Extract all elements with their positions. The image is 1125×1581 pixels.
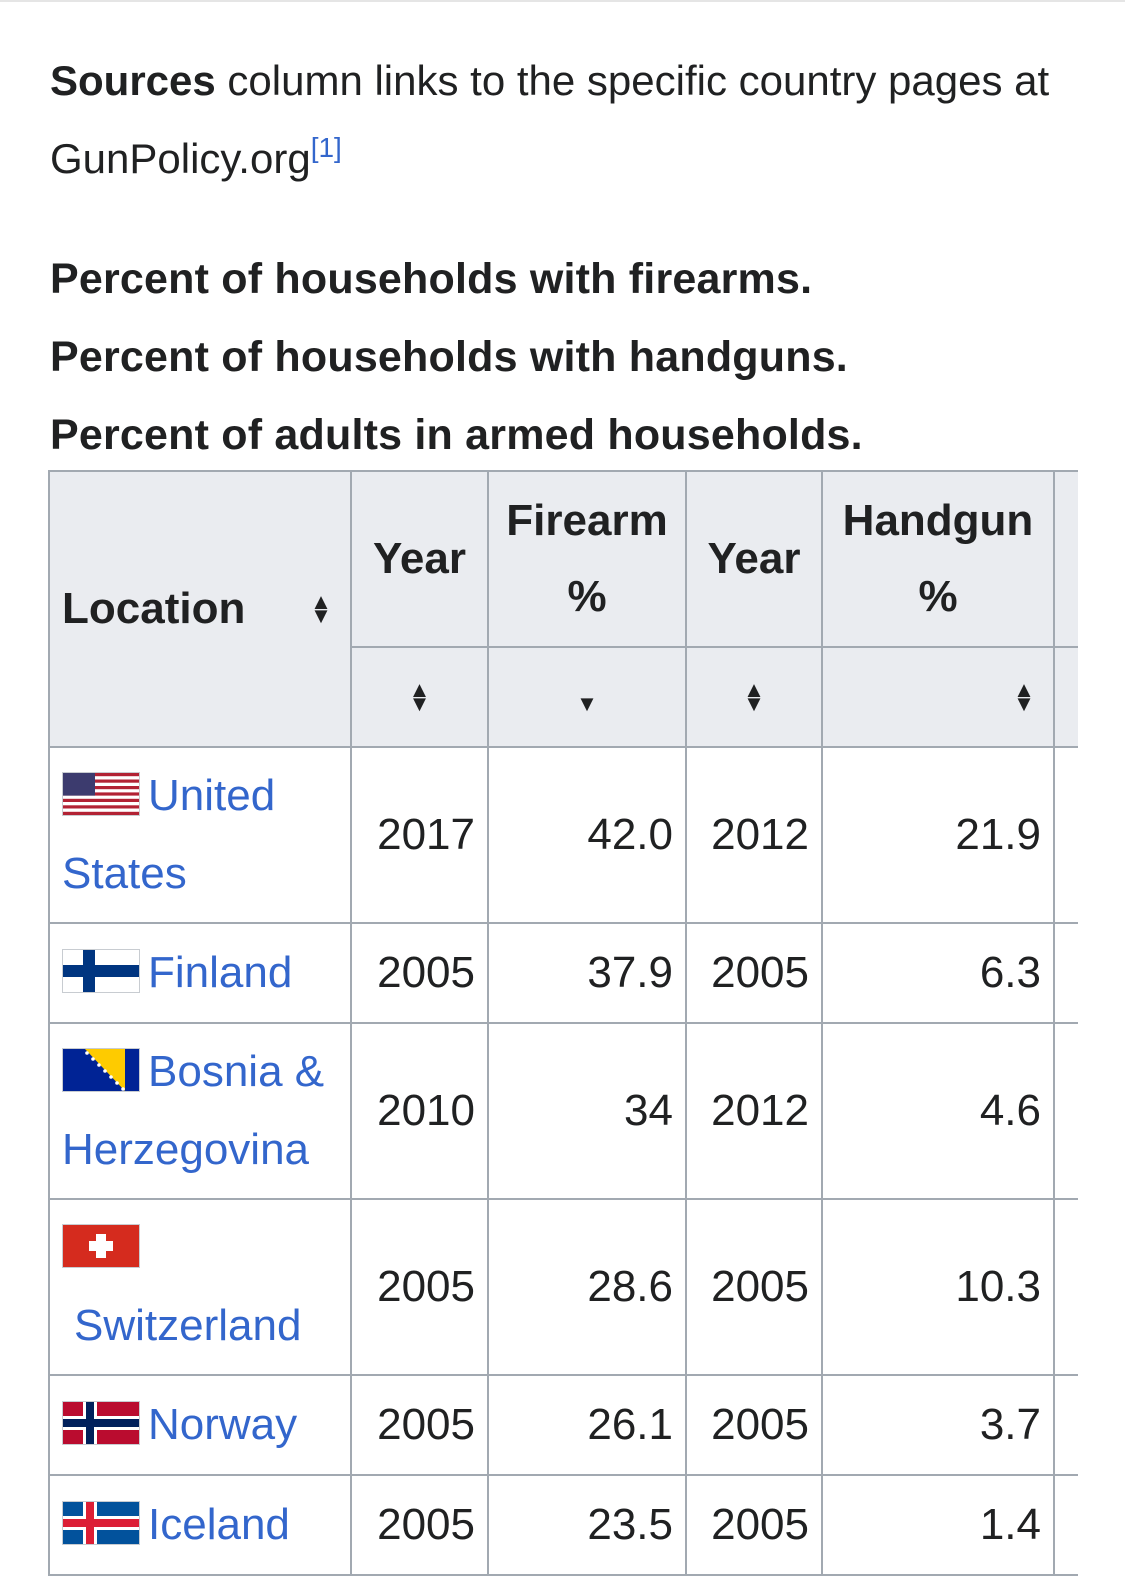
firearm-cell: 28.6 [487,1198,687,1376]
year-cell: 2005 [350,1374,489,1476]
table-container[interactable]: Location ▲ ▼ Year Firearm % Year Handgun … [48,470,1078,1581]
table-captions: Percent of households with firearms. Per… [50,240,1090,474]
link-bosnia-herzegovina[interactable]: Bosnia & Herzegovina [62,1047,325,1174]
year-cell: 2017 [350,746,489,924]
bosnia-flag-icon [62,1048,140,1093]
handgun-cell: 1.4 [821,1474,1055,1576]
firearm-cell: 34 [487,1022,687,1200]
column-header-handgun-percent: Handgun % [821,470,1055,648]
handgun-cell: 4.6 [821,1022,1055,1200]
link-iceland[interactable]: Iceland [148,1500,290,1549]
table-row: United States 2017 42.0 2012 21.9 [48,746,1078,924]
year-cell: 2012 [685,1022,823,1200]
intro-paragraph: Sources column links to the specific cou… [50,42,1080,203]
year-cell: 2005 [685,922,823,1024]
sort-both-icon[interactable]: ▲ ▼ [310,589,332,628]
truncated-cell [1053,746,1078,924]
link-finland[interactable]: Finland [148,948,293,997]
link-norway[interactable]: Norway [148,1400,298,1449]
link-switzerland[interactable]: Switzerland [74,1301,302,1350]
table-row: Finland 2005 37.9 2005 6.3 [48,922,1078,1024]
location-cell: Bosnia & Herzegovina [48,1022,352,1200]
iceland-flag-icon [62,1501,140,1546]
handgun-cell: 10.3 [821,1198,1055,1376]
sort-handgun-button[interactable]: ▲ ▼ [821,646,1055,748]
table-row: Bosnia & Herzegovina 2010 34 2012 4.6 [48,1022,1078,1200]
year-cell: 2005 [350,1474,489,1576]
handgun-cell: 3.7 [821,1374,1055,1476]
column-header-year-handgun: Year [685,470,823,648]
sort-both-icon[interactable]: ▲ ▼ [1013,677,1035,716]
handgun-cell: 21.9 [821,746,1055,924]
sort-both-icon[interactable]: ▲ ▼ [408,677,431,716]
sort-truncated-button [1053,646,1078,748]
column-header-location[interactable]: Location ▲ ▼ [48,470,352,748]
gun-ownership-table: Location ▲ ▼ Year Firearm % Year Handgun … [48,470,1078,1576]
reference-link[interactable]: [1] [310,132,342,163]
year-cell: 2012 [685,746,823,924]
us-flag-icon [62,772,140,817]
column-header-year: Year [350,470,489,648]
link-united-states[interactable]: United States [62,771,276,898]
truncated-cell [1053,1374,1078,1476]
table-row: Iceland 2005 23.5 2005 1.4 [48,1474,1078,1576]
year-cell: 2005 [350,922,489,1024]
year-cell: 2010 [350,1022,489,1200]
column-header-firearm-percent: Firearm % [487,470,687,648]
caption-adults: Percent of adults in armed households. [50,411,863,459]
sources-label: Sources [50,57,216,104]
handgun-cell: 6.3 [821,922,1055,1024]
finland-flag-icon [62,949,140,994]
firearm-cell: 23.5 [487,1474,687,1576]
year-cell: 2005 [685,1198,823,1376]
sort-firearm-button[interactable]: ▼ [487,646,687,748]
column-header-truncated [1053,470,1078,648]
location-cell: Switzerland [48,1198,352,1376]
firearm-cell: 26.1 [487,1374,687,1476]
location-cell: Iceland [48,1474,352,1576]
truncated-cell [1053,1022,1078,1200]
sort-year-button[interactable]: ▲ ▼ [350,646,489,748]
sort-both-icon[interactable]: ▲ ▼ [743,677,765,716]
year-cell: 2005 [685,1474,823,1576]
firearm-cell: 37.9 [487,922,687,1024]
truncated-cell [1053,1474,1078,1576]
table-row: Switzerland 2005 28.6 2005 10.3 [48,1198,1078,1376]
sort-year-handgun-button[interactable]: ▲ ▼ [685,646,823,748]
table-row: Norway 2005 26.1 2005 3.7 [48,1374,1078,1476]
truncated-cell [1053,922,1078,1024]
location-cell: Finland [48,922,352,1024]
truncated-cell [1053,1198,1078,1376]
caption-handguns: Percent of households with handguns. [50,333,848,381]
norway-flag-icon [62,1401,140,1446]
intro-text: column links to the specific country pag… [50,57,1050,182]
caption-firearms: Percent of households with firearms. [50,255,813,303]
location-cell: Norway [48,1374,352,1476]
location-cell: United States [48,746,352,924]
year-cell: 2005 [350,1198,489,1376]
firearm-cell: 42.0 [487,746,687,924]
switzerland-flag-icon [62,1224,140,1269]
year-cell: 2005 [685,1374,823,1476]
top-divider [0,0,1125,2]
sort-descending-icon[interactable]: ▼ [576,691,598,716]
